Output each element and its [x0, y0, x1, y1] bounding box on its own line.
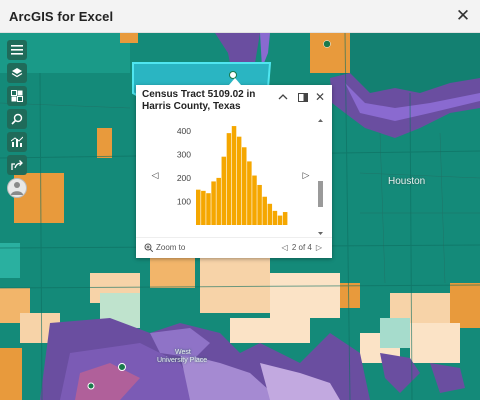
histogram-bar-11[interactable]	[252, 175, 257, 225]
share-button[interactable]	[7, 155, 27, 175]
y-tick-label-0: 100	[177, 196, 191, 206]
histogram-bar-6[interactable]	[226, 133, 232, 225]
popup-scrollbar[interactable]	[317, 119, 324, 235]
map-label-neighborhood-2: University Place	[157, 357, 208, 364]
popup-footer: Zoom to ◁ 2 of 4 ▷	[136, 237, 332, 258]
histogram-chart: 100 200 300 400	[177, 126, 288, 225]
close-icon[interactable]: ✕	[455, 6, 471, 25]
search-icon	[11, 113, 23, 125]
menu-icon	[11, 45, 23, 55]
histogram-bar-16[interactable]	[277, 215, 283, 225]
histogram-bar-8[interactable]	[236, 136, 242, 225]
zoom-to-button[interactable]: Zoom to	[144, 243, 185, 252]
histogram-bar-9[interactable]	[242, 147, 247, 225]
pager-previous-icon[interactable]: ◁	[281, 243, 288, 252]
layers-icon	[11, 68, 23, 78]
avatar[interactable]	[7, 178, 27, 198]
feature-popup: Census Tract 5109.02 in Harris County, T…	[136, 78, 332, 258]
chart-previous-icon[interactable]: ◁	[151, 169, 159, 180]
histogram-bar-7[interactable]	[231, 126, 237, 225]
histogram-bar-0[interactable]	[196, 189, 201, 225]
share-icon	[11, 160, 23, 170]
dock-icon[interactable]	[296, 90, 310, 104]
histogram-bar-13[interactable]	[262, 196, 267, 225]
y-tick-label-1: 200	[177, 173, 191, 183]
y-tick-label-3: 400	[177, 126, 191, 136]
histogram-bar-4[interactable]	[216, 177, 221, 225]
zoom-in-icon	[144, 243, 153, 252]
chart-icon	[11, 136, 23, 147]
histogram-bar-2[interactable]	[206, 193, 211, 225]
menu-button[interactable]	[7, 40, 27, 60]
histogram-bar-10[interactable]	[247, 161, 252, 225]
map-label-city: Houston	[388, 176, 426, 187]
histogram-bar-3[interactable]	[211, 181, 216, 225]
basemap-gallery-button[interactable]	[7, 86, 27, 106]
popup-pointer	[229, 78, 241, 85]
pager-next-icon[interactable]: ▷	[315, 243, 322, 252]
chart-next-icon[interactable]: ▷	[302, 169, 310, 180]
basemap-gallery-icon	[11, 90, 23, 102]
chart-button[interactable]	[7, 132, 27, 152]
histogram-bar-5[interactable]	[221, 156, 227, 225]
title-bar: ArcGIS for Excel ✕	[0, 0, 480, 33]
histogram-bar-17[interactable]	[282, 212, 288, 225]
pager-text: 2 of 4	[291, 243, 312, 252]
y-tick-label-2: 300	[177, 149, 191, 159]
histogram-bar-15[interactable]	[272, 210, 278, 225]
histogram-bar-14[interactable]	[267, 203, 273, 225]
search-button[interactable]	[7, 109, 27, 129]
histogram-bar-12[interactable]	[257, 184, 262, 225]
histogram-bar-1[interactable]	[201, 190, 206, 225]
user-icon	[11, 182, 23, 195]
window-title: ArcGIS for Excel	[9, 8, 114, 24]
popup-close-icon[interactable]: ✕	[314, 90, 326, 104]
map-toolbar	[7, 40, 29, 198]
map-label-neighborhood-1: West	[175, 349, 191, 356]
zoom-to-label: Zoom to	[156, 243, 186, 252]
popup-pager: ◁ 2 of 4 ▷	[282, 243, 322, 252]
layers-button[interactable]	[7, 63, 27, 83]
popup-title: Census Tract 5109.02 in Harris County, T…	[142, 89, 256, 112]
collapse-icon[interactable]	[276, 90, 290, 104]
